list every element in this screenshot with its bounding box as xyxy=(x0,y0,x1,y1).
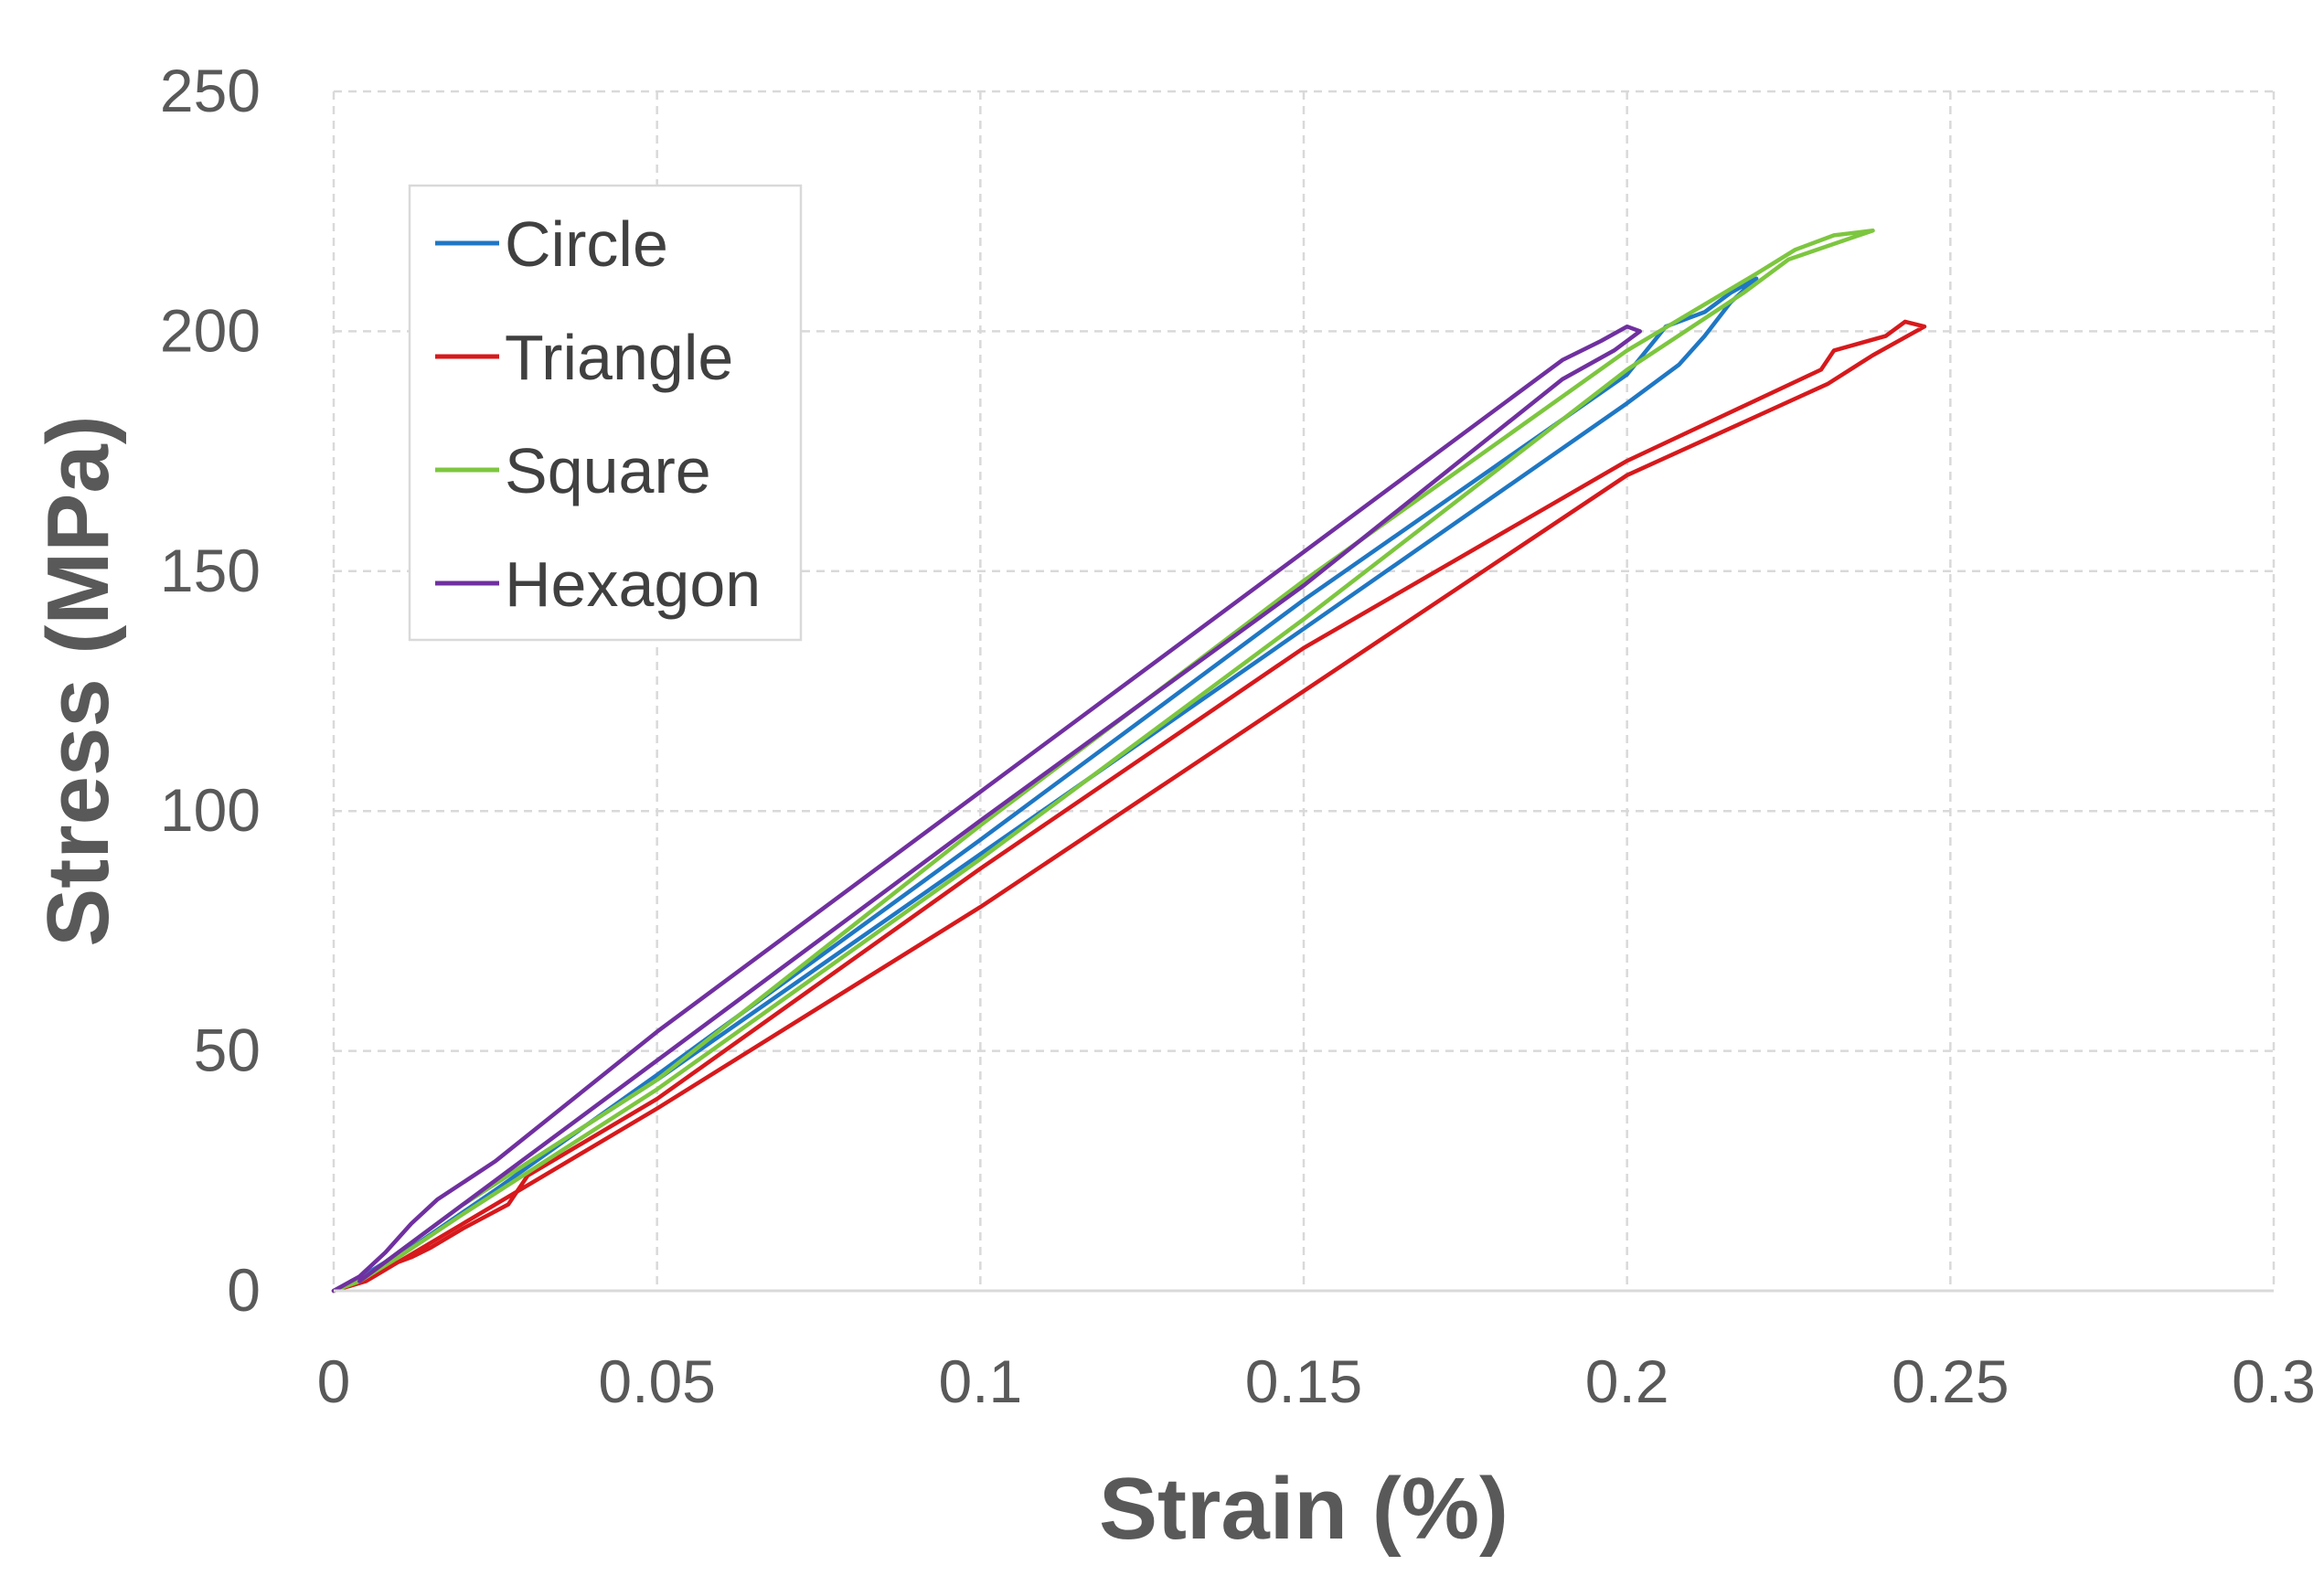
x-tick-label: 0.25 xyxy=(1892,1347,2009,1415)
y-tick-labels: 0 50 100 150 200 250 xyxy=(160,57,261,1324)
x-axis-title: Strain (%) xyxy=(1099,1460,1508,1558)
x-tick-label: 0.05 xyxy=(598,1347,715,1415)
x-tick-labels: 0 0.05 0.1 0.15 0.2 0.25 0.3 xyxy=(317,1347,2316,1415)
x-tick-label: 0.1 xyxy=(938,1347,1022,1415)
y-tick-label: 50 xyxy=(194,1017,261,1084)
x-tick-label: 0.3 xyxy=(2232,1347,2316,1415)
legend-label-hexagon: Hexagon xyxy=(505,548,761,620)
series-line-hexagon xyxy=(331,324,1643,1294)
y-tick-label: 250 xyxy=(160,57,261,124)
y-tick-label: 200 xyxy=(160,296,261,364)
series-lines xyxy=(331,228,1927,1294)
y-tick-label: 100 xyxy=(160,776,261,844)
legend-label-circle: Circle xyxy=(505,208,668,280)
y-tick-label: 0 xyxy=(227,1256,261,1324)
legend-label-triangle: Triangle xyxy=(505,322,733,393)
legend: Circle Triangle Square Hexagon xyxy=(408,184,803,642)
x-tick-label: 0 xyxy=(317,1347,351,1415)
x-tick-label: 0.2 xyxy=(1585,1347,1669,1415)
y-axis-title: Stress (MPa) xyxy=(29,415,127,947)
legend-box xyxy=(408,184,803,642)
series-line-triangle xyxy=(331,319,1927,1294)
y-tick-label: 150 xyxy=(160,537,261,604)
x-tick-label: 0.15 xyxy=(1245,1347,1362,1415)
legend-label-square: Square xyxy=(505,435,711,506)
